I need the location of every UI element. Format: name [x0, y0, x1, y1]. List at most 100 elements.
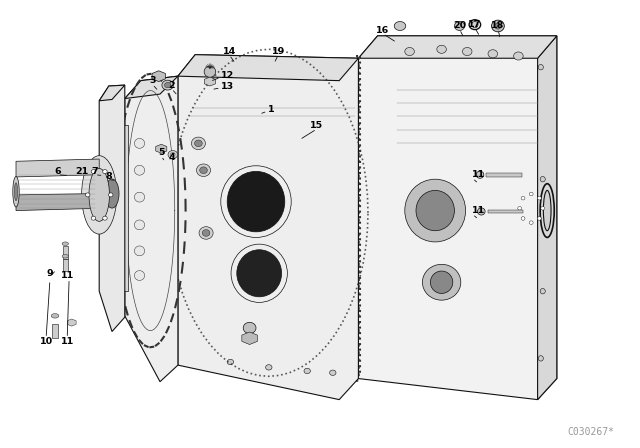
Text: 6: 6: [54, 167, 61, 176]
Bar: [52, 324, 58, 338]
Ellipse shape: [404, 47, 415, 56]
Ellipse shape: [105, 179, 119, 208]
Ellipse shape: [540, 289, 545, 294]
Ellipse shape: [492, 20, 504, 32]
Text: 16: 16: [376, 26, 389, 35]
Ellipse shape: [170, 152, 175, 157]
Ellipse shape: [472, 22, 478, 28]
Ellipse shape: [62, 242, 68, 246]
Text: 3: 3: [149, 76, 156, 85]
Ellipse shape: [134, 138, 145, 148]
Ellipse shape: [89, 168, 109, 221]
Text: 19: 19: [272, 47, 285, 56]
Text: 1: 1: [268, 105, 274, 114]
Bar: [486, 173, 522, 177]
Ellipse shape: [164, 82, 171, 88]
Text: 9: 9: [47, 269, 53, 278]
Ellipse shape: [168, 151, 178, 159]
Polygon shape: [358, 36, 557, 58]
Text: 7: 7: [92, 167, 98, 176]
Ellipse shape: [227, 171, 285, 232]
Ellipse shape: [195, 140, 202, 147]
Text: 8: 8: [106, 172, 112, 181]
Polygon shape: [178, 55, 358, 400]
Ellipse shape: [521, 217, 525, 220]
Ellipse shape: [191, 137, 205, 150]
Ellipse shape: [430, 271, 453, 293]
Ellipse shape: [134, 220, 145, 230]
Text: C030267*: C030267*: [568, 427, 614, 437]
Polygon shape: [122, 125, 128, 291]
Text: 10: 10: [40, 337, 52, 346]
Ellipse shape: [237, 250, 282, 297]
Bar: [63, 259, 68, 271]
Ellipse shape: [103, 216, 108, 220]
Ellipse shape: [462, 47, 472, 56]
Ellipse shape: [199, 227, 213, 239]
Ellipse shape: [92, 170, 96, 174]
Text: 21: 21: [76, 167, 88, 176]
Polygon shape: [16, 194, 99, 211]
Ellipse shape: [495, 23, 501, 29]
Text: 12: 12: [221, 71, 234, 80]
Ellipse shape: [538, 65, 543, 70]
Ellipse shape: [538, 356, 543, 361]
Ellipse shape: [227, 359, 234, 365]
Ellipse shape: [134, 271, 145, 280]
Text: 18: 18: [492, 22, 504, 30]
Ellipse shape: [243, 323, 256, 333]
Text: 11: 11: [61, 337, 74, 346]
Polygon shape: [538, 36, 557, 400]
Ellipse shape: [134, 165, 145, 175]
Polygon shape: [178, 55, 358, 81]
Text: 20: 20: [453, 22, 466, 30]
Ellipse shape: [134, 246, 145, 256]
Ellipse shape: [15, 183, 18, 201]
Text: 15: 15: [310, 121, 323, 130]
Ellipse shape: [529, 192, 533, 196]
Ellipse shape: [477, 208, 485, 215]
Text: 17: 17: [468, 20, 481, 29]
Text: 11: 11: [61, 271, 74, 280]
Text: 5: 5: [158, 148, 164, 157]
Text: 13: 13: [221, 82, 234, 90]
Ellipse shape: [134, 192, 145, 202]
Ellipse shape: [162, 80, 173, 90]
Text: 11: 11: [472, 206, 486, 215]
Ellipse shape: [266, 365, 272, 370]
Ellipse shape: [82, 156, 117, 234]
Polygon shape: [125, 76, 178, 99]
Bar: [488, 210, 523, 213]
Ellipse shape: [103, 170, 108, 174]
Polygon shape: [99, 85, 125, 101]
Ellipse shape: [543, 190, 551, 231]
Bar: [63, 246, 68, 259]
Ellipse shape: [92, 216, 96, 220]
Ellipse shape: [488, 50, 498, 58]
Ellipse shape: [200, 167, 207, 174]
Ellipse shape: [436, 45, 447, 53]
Ellipse shape: [202, 229, 210, 237]
Ellipse shape: [538, 196, 541, 200]
Ellipse shape: [538, 217, 541, 220]
Ellipse shape: [541, 207, 545, 210]
Ellipse shape: [330, 370, 336, 375]
Ellipse shape: [540, 177, 545, 182]
Ellipse shape: [109, 193, 113, 197]
Ellipse shape: [13, 177, 19, 207]
Ellipse shape: [405, 179, 466, 242]
Ellipse shape: [304, 368, 310, 374]
Ellipse shape: [394, 22, 406, 30]
Ellipse shape: [86, 193, 90, 197]
Text: 14: 14: [223, 47, 236, 56]
Polygon shape: [358, 36, 557, 400]
Ellipse shape: [454, 22, 465, 30]
Ellipse shape: [518, 207, 522, 210]
Ellipse shape: [62, 254, 68, 258]
Polygon shape: [16, 159, 99, 177]
Ellipse shape: [476, 171, 484, 178]
Polygon shape: [99, 85, 125, 332]
Ellipse shape: [204, 66, 216, 78]
Polygon shape: [125, 76, 178, 382]
Text: 4: 4: [168, 153, 175, 162]
